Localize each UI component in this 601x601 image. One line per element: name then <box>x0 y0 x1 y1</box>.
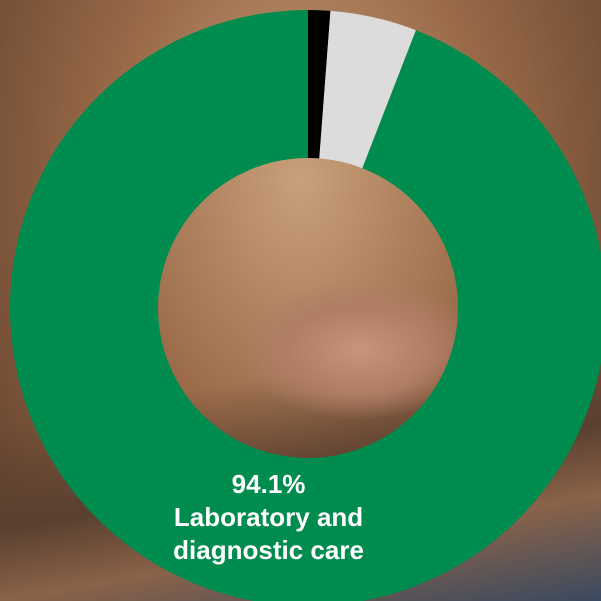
donut-slice <box>308 10 331 159</box>
slice-label: 94.1% Laboratory and diagnostic care <box>139 468 399 567</box>
slice-name: Laboratory and diagnostic care <box>173 502 364 566</box>
donut-slice <box>319 10 416 169</box>
slice-value: 94.1% <box>231 469 306 500</box>
donut-slice <box>10 10 601 601</box>
